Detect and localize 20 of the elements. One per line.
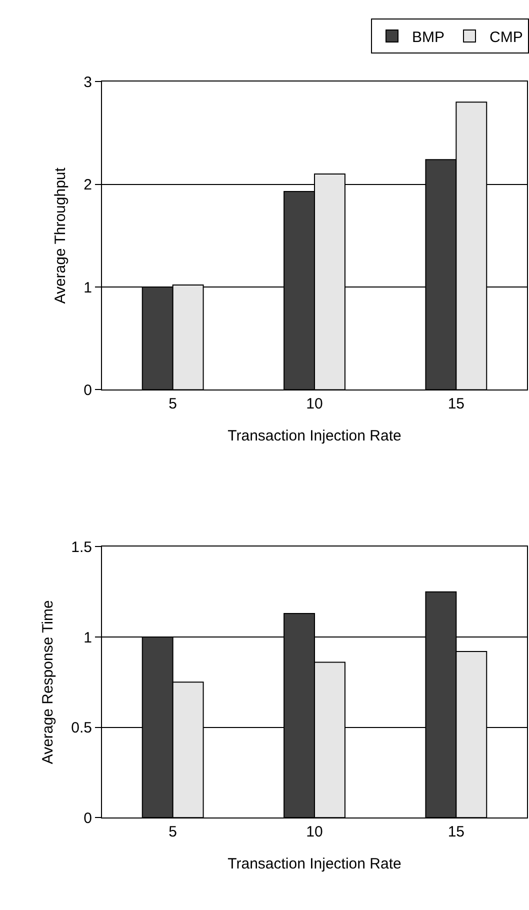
y-axis-title: Average Throughput: [52, 166, 69, 304]
x-axis-title: Transaction Injection Rate: [228, 428, 402, 445]
x-tick-label: 15: [448, 824, 465, 841]
y-tick-label: 2: [84, 176, 92, 194]
y-tick-label: 0: [84, 382, 92, 399]
y-tick-label: 3: [84, 74, 92, 91]
legend-label: CMP: [490, 28, 523, 46]
y-tick-label: 1: [84, 629, 92, 646]
y-tick-label: 1: [84, 279, 92, 296]
legend-label: BMP: [412, 28, 445, 46]
x-tick-label: 5: [168, 824, 177, 841]
x-axis-title: Transaction Injection Rate: [228, 856, 402, 873]
y-axis-title: Average Response Time: [39, 600, 56, 764]
y-tick-label: 1.5: [71, 538, 92, 556]
x-tick-label: 15: [448, 396, 465, 413]
x-tick-label: 10: [306, 396, 323, 413]
y-tick-label: 0.5: [71, 720, 92, 737]
x-tick-label: 5: [168, 396, 177, 413]
x-tick-label: 10: [306, 824, 323, 841]
y-tick-label: 0: [84, 810, 92, 827]
